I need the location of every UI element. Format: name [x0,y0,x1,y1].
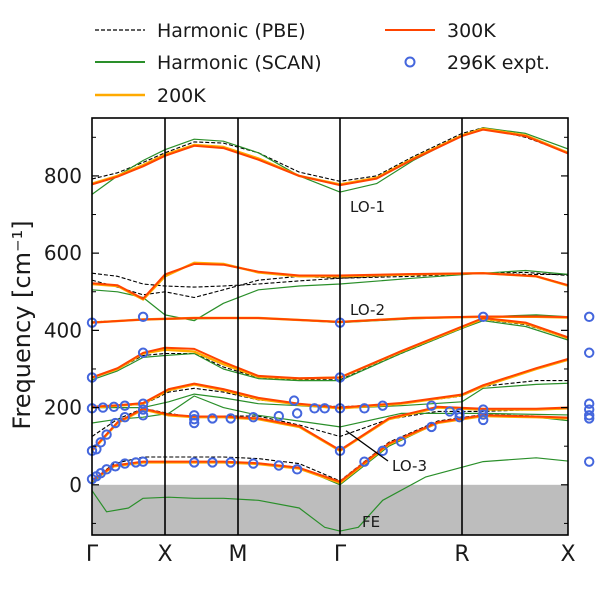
expt-point-20 [137,347,149,358]
series-1-branch-1 [92,269,568,322]
expt-point-16 [110,461,121,472]
expt-point-62 [584,398,595,409]
series-1-branch-0 [92,127,568,195]
x-tick-label-2: M [229,542,248,567]
expt-point-11 [108,401,120,413]
expt-point-49 [426,421,437,433]
imaginary-region [92,484,568,535]
expt-point-35 [225,413,236,424]
expt-point-47 [377,445,388,457]
legend-label-2: Harmonic (SCAN) [157,52,322,74]
expt-point-31 [248,458,259,469]
axes: 0 200 400 600 800 Γ X M Γ R X LO-1 LO-2 LO-3 FE [44,117,576,567]
expt-point-61 [584,347,595,358]
expt-point-6 [95,437,106,448]
expt-point-60 [584,311,595,323]
series-1-branch-3 [92,320,568,382]
expt-point-8 [110,417,121,429]
expt-point-9 [119,412,131,423]
expt-point-48 [395,436,407,447]
expt-point-37 [273,410,284,422]
y-tick-label-3: 600 [44,241,82,265]
expt-point-12 [119,400,131,411]
y-tick-label-0: 0 [69,473,82,497]
expt-point-58 [478,409,489,420]
annotation-arrow-2 [345,430,389,462]
expt-point-41 [309,403,320,414]
series-0-branch-0 [92,127,568,182]
x-tick-label-3: Γ [334,542,347,567]
legend-label-3: 296K expt. [447,52,550,74]
expt-point-34 [207,413,218,424]
annotation-0: LO-1 [350,198,385,216]
expt-point-27 [189,417,200,429]
annotation-1: LO-2 [350,301,385,319]
expt-point-32 [273,460,284,471]
expt-point-56 [478,311,489,323]
expt-point-64 [584,410,595,421]
expt-point-36 [248,412,259,423]
expt-point-39 [288,395,300,406]
plot-frame [91,117,569,536]
legend: Harmonic (PBE) 300K Harmonic (SCAN) 296K ex… [95,20,550,107]
expt-point-46 [359,456,370,467]
y-axis-label: Frequency [cm⁻¹] [8,220,36,429]
x-tick-label-1: X [157,542,172,567]
series-3-branch-0 [92,128,568,187]
annotation-2: LO-3 [392,457,427,475]
series-1-branch-7 [92,457,568,532]
legend-marker-3 [404,56,416,68]
expt-point-22 [137,404,149,415]
expt-point-50 [454,412,465,423]
legend-label-0: Harmonic (PBE) [157,20,306,42]
expt-point-23 [137,410,149,421]
expt-point-24 [137,456,149,467]
series-3-branch-4 [92,357,568,409]
expt-point-28 [189,457,200,468]
expt-point-21 [137,398,149,409]
expt-point-38 [291,408,303,419]
legend-label-1: 300K [447,20,496,42]
y-tick-label-1: 200 [44,396,82,420]
expt-point-26 [189,413,200,425]
expt-point-17 [119,458,131,469]
expt-point-15 [101,464,112,475]
y-tick-label-2: 400 [44,318,82,342]
expt-point-40 [319,403,330,414]
x-tick-label-0: Γ [86,542,99,567]
expt-point-57 [478,404,489,415]
expt-point-18 [130,457,142,468]
x-tick-label-5: X [560,542,575,567]
series-3-branch-1 [92,262,568,300]
expt-point-19 [137,311,149,323]
expt-point-52 [377,400,388,411]
expt-point-30 [225,457,236,468]
expt-point-51 [359,403,370,414]
expt-point-66 [584,456,595,467]
expt-point-59 [478,414,489,426]
expt-point-54 [444,406,455,417]
expt-point-65 [584,413,595,424]
expt-point-55 [454,408,465,419]
expt-point-33 [291,464,303,475]
legend-label-4: 200K [157,85,206,107]
expt-point-7 [101,429,112,440]
y-tick-label-4: 800 [44,164,82,188]
expt-point-29 [207,457,218,468]
series-3-branch-3 [92,317,568,380]
annotation-3: FE [362,513,380,531]
expt-point-53 [426,400,437,411]
x-tick-label-4: R [454,542,469,567]
